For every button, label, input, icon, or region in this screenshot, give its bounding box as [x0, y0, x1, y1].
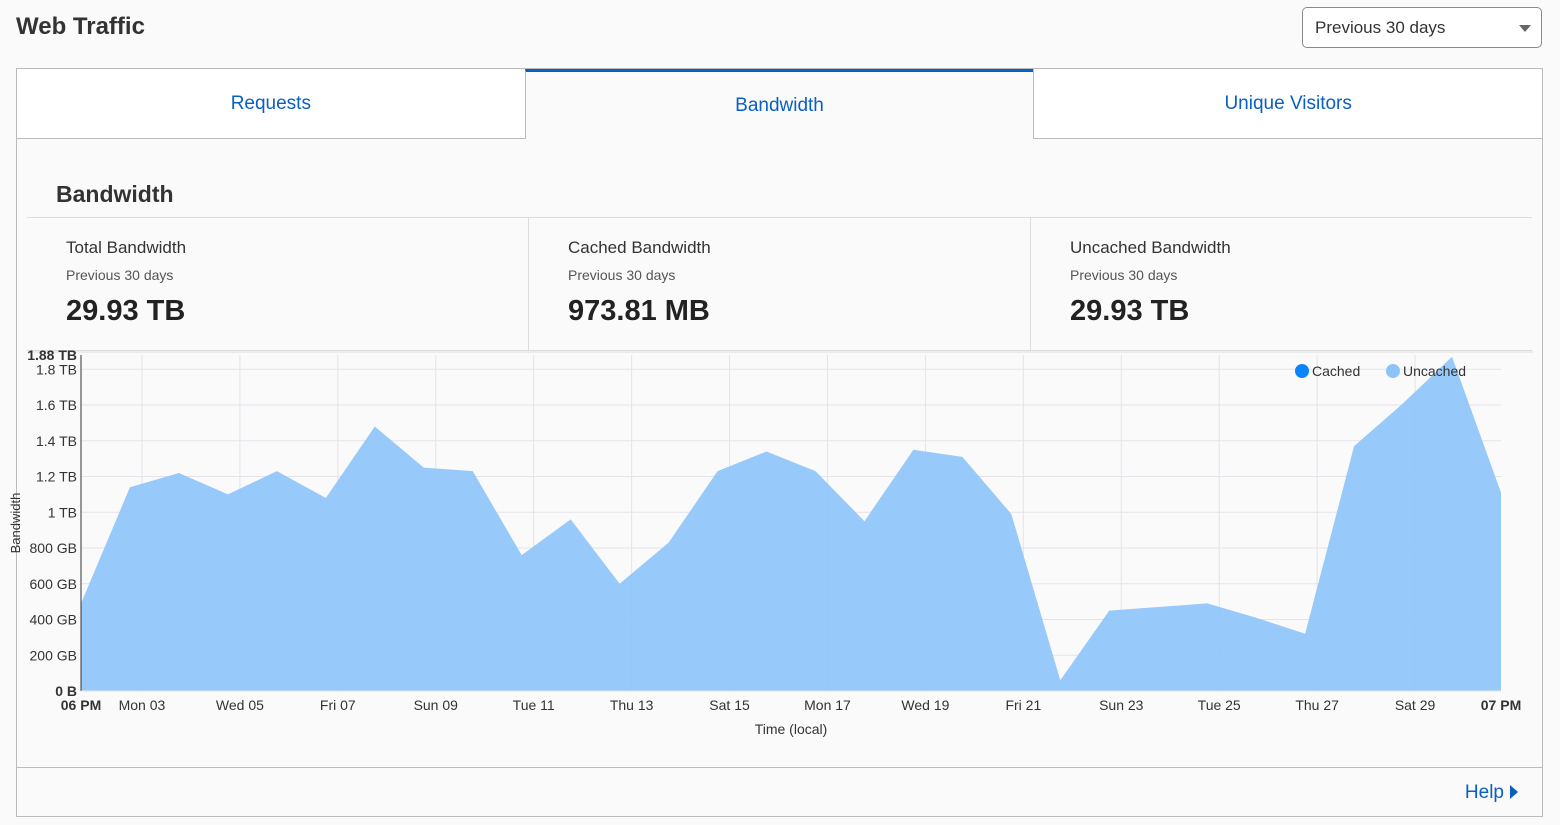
x-tick-label: Wed 19 [901, 697, 949, 713]
stat-label: Cached Bandwidth [568, 238, 711, 257]
date-range-select[interactable]: Previous 30 days [1302, 7, 1542, 48]
y-tick-label: 1.6 TB [36, 397, 77, 413]
stat-total-bandwidth: Total Bandwidth Previous 30 days 29.93 T… [27, 218, 528, 350]
x-tick-label: Thu 13 [610, 697, 654, 713]
x-tick-label: Sat 29 [1395, 697, 1436, 713]
x-tick-label: Fri 21 [1005, 697, 1041, 713]
tab-bandwidth[interactable]: Bandwidth [524, 69, 1034, 139]
traffic-card: Requests Bandwidth Unique Visitors Bandw… [8, 68, 1543, 817]
y-tick-label: 800 GB [30, 540, 77, 556]
y-tick-label: 1.88 TB [27, 347, 77, 363]
stat-cached-bandwidth: Cached Bandwidth Previous 30 days 973.81… [528, 218, 1030, 350]
legend-label-uncached: Uncached [1403, 363, 1466, 379]
y-tick-label: 1.8 TB [36, 361, 77, 377]
x-start-label: 06 PM [61, 697, 101, 713]
footer-divider [17, 767, 1542, 768]
stat-value: 29.93 TB [1070, 295, 1190, 327]
legend-swatch-uncached [1386, 364, 1400, 378]
y-tick-label: 200 GB [30, 647, 77, 663]
legend-swatch-cached [1295, 364, 1309, 378]
x-tick-label: Mon 03 [119, 697, 166, 713]
stat-value: 973.81 MB [568, 295, 710, 327]
y-tick-label: 1 TB [48, 504, 77, 520]
y-tick-label: 400 GB [30, 612, 77, 628]
y-axis-title: Bandwidth [8, 493, 23, 554]
chevron-down-icon [1519, 25, 1531, 32]
stat-value: 29.93 TB [66, 295, 186, 327]
x-tick-label: Sun 23 [1099, 697, 1144, 713]
x-tick-label: Mon 17 [804, 697, 851, 713]
help-link[interactable]: Help [1465, 782, 1518, 804]
tab-bar: Requests Bandwidth Unique Visitors [17, 69, 1543, 139]
stat-label: Total Bandwidth [66, 238, 187, 257]
x-tick-label: Sun 09 [414, 697, 459, 713]
x-axis-title: Time (local) [755, 721, 828, 737]
stat-period: Previous 30 days [568, 267, 676, 283]
tab-requests[interactable]: Requests [17, 69, 525, 139]
page-title: Web Traffic [16, 13, 145, 40]
caret-right-icon [1510, 785, 1518, 799]
area-series-uncached [81, 356, 1501, 691]
x-tick-label: Wed 05 [216, 697, 264, 713]
x-tick-label: Sat 15 [709, 697, 750, 713]
y-tick-label: 0 B [55, 683, 77, 699]
x-tick-label: Fri 07 [320, 697, 356, 713]
divider [27, 217, 1532, 218]
help-label: Help [1464, 782, 1504, 803]
legend-label-cached: Cached [1312, 363, 1360, 379]
x-tick-label: Tue 25 [1198, 697, 1241, 713]
stat-label: Uncached Bandwidth [1070, 238, 1231, 257]
stat-uncached-bandwidth: Uncached Bandwidth Previous 30 days 29.9… [1030, 218, 1532, 350]
section-title: Bandwidth [56, 181, 174, 207]
x-tick-label: Thu 27 [1295, 697, 1339, 713]
stat-period: Previous 30 days [1070, 267, 1178, 283]
x-end-label: 07 PM [1481, 697, 1521, 713]
y-tick-label: 1.2 TB [36, 469, 77, 485]
stats-row: Total Bandwidth Previous 30 days 29.93 T… [27, 218, 1532, 351]
tab-unique-visitors[interactable]: Unique Visitors [1033, 69, 1543, 139]
y-tick-label: 600 GB [30, 576, 77, 592]
x-tick-label: Tue 11 [513, 697, 555, 713]
stat-period: Previous 30 days [66, 267, 174, 283]
y-tick-label: 1.4 TB [36, 433, 77, 449]
date-range-value: Previous 30 days [1315, 18, 1446, 37]
bandwidth-chart: 0 B 200 GB 400 GB 600 GB 800 GB 1 TB 1.2 TB 1.4… [8, 347, 1533, 737]
